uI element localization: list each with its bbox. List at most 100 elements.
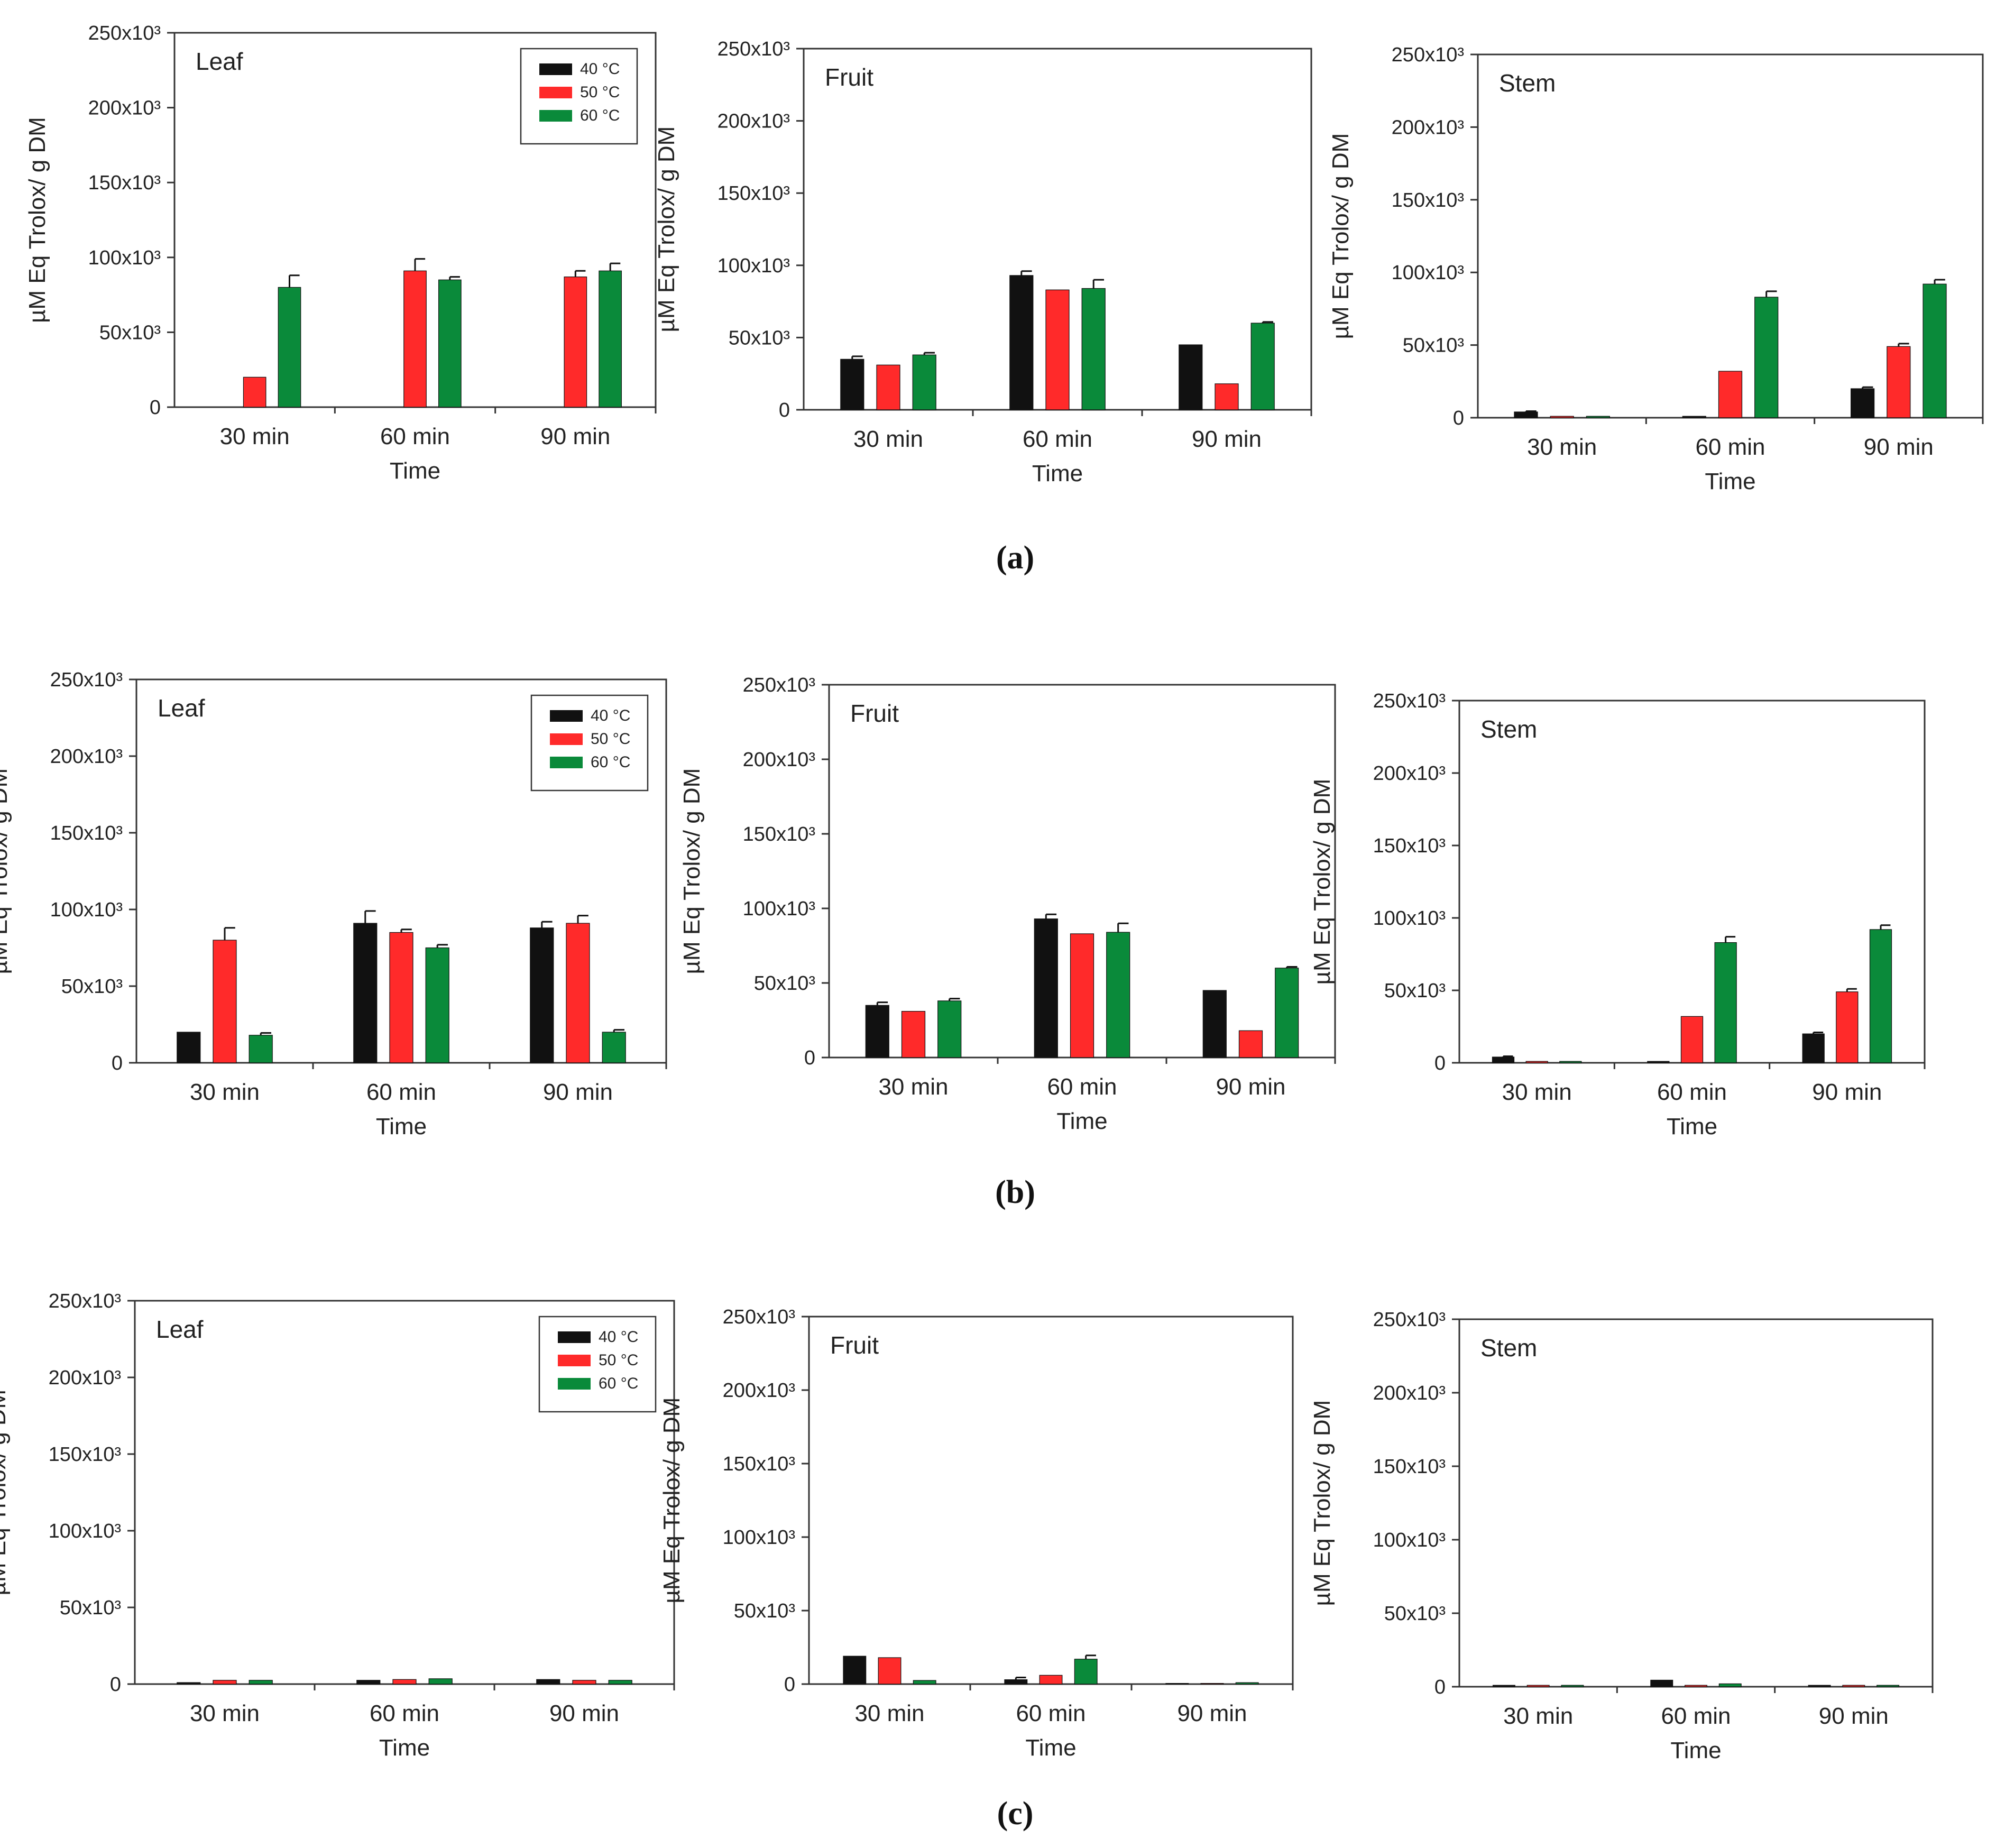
bar-50c-60min — [403, 270, 427, 408]
x-category-label: 60 min — [366, 1079, 436, 1105]
bar-60c-90min — [1235, 1682, 1259, 1685]
bar-60c-90min — [1923, 283, 1947, 418]
x-axis-title: Time — [379, 1735, 430, 1761]
y-tick-label: 250x10³ — [718, 38, 790, 60]
chart-panel-c-leaf: 0 50x10³ 100x10³ 150x10³ 200x10³ 250x10³ µM Eq… — [0, 1290, 675, 1761]
bar-60c-90min — [608, 1680, 632, 1685]
bar-50c-60min — [1070, 933, 1094, 1058]
bar-60c-30min — [1586, 416, 1610, 418]
chart-panel-b-fruit: 0 50x10³ 100x10³ 150x10³ 200x10³ 250x10³ µM Eq… — [679, 674, 1336, 1134]
chart-panel-c-fruit: 0 50x10³ 100x10³ 150x10³ 200x10³ 250x10³ µM Eq… — [659, 1306, 1294, 1761]
bar-50c-60min — [1718, 371, 1743, 418]
y-tick-label: 50x10³ — [734, 1600, 795, 1622]
y-tick-label: 0 — [112, 1052, 123, 1074]
chart-panel-c-stem: 0 50x10³ 100x10³ 150x10³ 200x10³ 250x10³ µM Eq… — [1309, 1309, 1934, 1763]
bar-40c-90min — [1851, 388, 1875, 418]
chart-panel-a-fruit: 0 50x10³ 100x10³ 150x10³ 200x10³ 250x10³ µM Eq… — [654, 38, 1312, 486]
y-tick-label: 0 — [804, 1047, 815, 1069]
bar-50c-60min — [389, 932, 413, 1063]
legend-label: 60 °C — [591, 753, 630, 771]
x-category-label: 30 min — [853, 426, 923, 452]
y-tick-label: 50x10³ — [1384, 1603, 1446, 1625]
y-tick-label: 150x10³ — [49, 1444, 121, 1466]
bar-50c-30min — [213, 940, 237, 1063]
y-axis-title: µM Eq Trolox/ g DM — [659, 1398, 685, 1604]
bar-40c-90min — [1202, 990, 1227, 1058]
legend-swatch-40 — [558, 1331, 591, 1343]
y-tick-label: 200x10³ — [723, 1380, 795, 1402]
y-tick-label: 100x10³ — [743, 898, 815, 920]
legend-label: 50 °C — [591, 730, 630, 748]
plot-frame — [1458, 1318, 1934, 1688]
y-tick-label: 250x10³ — [1373, 1309, 1446, 1331]
bar-60c-60min — [1718, 1683, 1742, 1687]
x-axis-title: Time — [1667, 1114, 1717, 1139]
bar-50c-30min — [876, 364, 900, 410]
x-category-label: 60 min — [1016, 1700, 1086, 1726]
bar-40c-60min — [1647, 1061, 1670, 1063]
bar-60c-30min — [1559, 1061, 1582, 1063]
bar-40c-60min — [1004, 1679, 1028, 1685]
y-tick-label: 200x10³ — [88, 97, 161, 119]
y-tick-label: 0 — [1434, 1052, 1446, 1074]
bar-40c-30min — [177, 1032, 201, 1063]
bar-40c-60min — [353, 923, 378, 1063]
y-axis-title: µM Eq Trolox/ g DM — [654, 126, 679, 333]
x-category-label: 30 min — [220, 424, 290, 449]
bar-40c-30min — [865, 1005, 889, 1058]
x-category-label: 90 min — [549, 1700, 619, 1726]
y-tick-label: 100x10³ — [88, 247, 161, 269]
panel-title: Leaf — [196, 48, 243, 75]
x-axis-title: Time — [1670, 1737, 1721, 1763]
bar-60c-90min — [599, 270, 622, 408]
panel-title: Leaf — [156, 1316, 204, 1343]
row-label: (b) — [995, 1174, 1035, 1210]
y-tick-label: 0 — [779, 399, 790, 421]
x-category-label: 60 min — [370, 1700, 439, 1726]
x-category-label: 60 min — [380, 424, 450, 449]
y-axis-title: µM Eq Trolox/ g DM — [0, 768, 12, 974]
bar-50c-30min — [243, 376, 266, 408]
y-tick-label: 250x10³ — [723, 1306, 795, 1328]
bar-60c-30min — [913, 1680, 936, 1685]
bar-50c-90min — [1842, 1685, 1865, 1687]
bar-50c-60min — [1045, 289, 1070, 410]
bar-40c-30min — [1492, 1685, 1515, 1687]
x-axis-title: Time — [1032, 461, 1083, 486]
x-category-label: 90 min — [1812, 1079, 1882, 1105]
bar-50c-90min — [572, 1680, 596, 1685]
bar-40c-30min — [840, 358, 864, 410]
bar-40c-30min — [1492, 1056, 1515, 1063]
y-tick-label: 100x10³ — [49, 1520, 121, 1542]
y-tick-label: 100x10³ — [718, 255, 790, 277]
bar-60c-90min — [1250, 323, 1275, 410]
bar-60c-60min — [1081, 288, 1106, 410]
row-label: (c) — [997, 1796, 1034, 1832]
y-axis-title: µM Eq Trolox/ g DM — [1328, 133, 1354, 339]
x-category-label: 60 min — [1047, 1074, 1117, 1100]
x-category-label: 90 min — [540, 424, 610, 449]
bar-40c-30min — [1514, 411, 1538, 418]
y-tick-label: 150x10³ — [718, 182, 790, 205]
bar-50c-60min — [1685, 1685, 1707, 1687]
y-tick-label: 200x10³ — [1373, 762, 1446, 785]
chart-panel-b-stem: 0 50x10³ 100x10³ 150x10³ 200x10³ 250x10³ µM Eq… — [1309, 690, 1926, 1139]
x-category-label: 90 min — [1177, 1700, 1247, 1726]
y-tick-label: 50x10³ — [99, 321, 161, 344]
y-axis-title: µM Eq Trolox/ g DM — [0, 1390, 11, 1596]
x-category-label: 30 min — [190, 1079, 260, 1105]
bar-50c-90min — [1887, 346, 1911, 418]
bar-50c-60min — [1680, 1016, 1704, 1063]
y-tick-label: 200x10³ — [718, 111, 790, 133]
y-tick-label: 150x10³ — [1373, 1456, 1446, 1478]
chart-panel-a-leaf: 0 50x10³ 100x10³ 150x10³ 200x10³ 250x10³ µM Eq… — [24, 22, 657, 484]
panel-title: Stem — [1480, 1334, 1537, 1362]
legend-swatch-60 — [558, 1378, 591, 1390]
bar-60c-60min — [425, 947, 449, 1063]
y-tick-label: 150x10³ — [1373, 835, 1446, 857]
bar-40c-90min — [1808, 1685, 1831, 1687]
legend-swatch-60 — [550, 757, 583, 768]
bar-50c-90min — [1215, 383, 1239, 410]
bar-50c-90min — [564, 277, 587, 408]
